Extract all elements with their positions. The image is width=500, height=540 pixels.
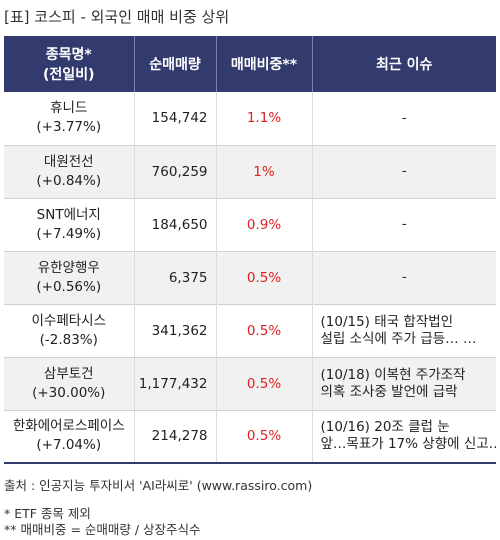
net-volume: 154,742 <box>134 92 217 145</box>
stock-cell: 휴니드 (+3.77%) <box>4 92 135 145</box>
recent-issue: - <box>312 250 496 304</box>
table-row: 대원전선 (+0.84%) 760,259 1% - <box>4 144 496 198</box>
net-volume: 760,259 <box>134 144 217 198</box>
stock-name: 휴니드 <box>50 100 88 117</box>
stock-name: 대원전선 <box>43 153 94 170</box>
recent-issue: (10/15) 태국 합작법인 설립 소식에 주가 급등… … <box>312 303 496 357</box>
stock-name: 유한양행우 <box>37 259 100 276</box>
stock-cell: 대원전선 (+0.84%) <box>4 144 135 198</box>
net-volume: 341,362 <box>134 303 217 357</box>
recent-issue: - <box>312 197 496 251</box>
header-stock-name: 종목명* (전일비) <box>4 36 135 92</box>
price-change: (+0.56%) <box>36 278 102 295</box>
price-change: (+7.49%) <box>36 225 102 242</box>
header-recent-issue: 최근 이슈 <box>312 36 496 92</box>
issue-line: - <box>401 109 407 126</box>
issue-line: 설립 소식에 주가 급등… … <box>320 330 477 347</box>
issue-line: 의혹 조사중 발언에 급락 <box>320 383 458 400</box>
footnote-etf: * ETF 종목 제외 <box>4 506 91 521</box>
footnote-ratio: ** 매매비중 = 순매매량 / 상장주식수 <box>4 522 201 537</box>
table-row: 삼부토건 (+30.00%) 1,177,432 0.5% (10/18) 이복현 주가… <box>4 356 496 410</box>
trade-ratio: 0.5% <box>216 356 313 410</box>
recent-issue: (10/18) 이복현 주가조작 의혹 조사중 발언에 급락 <box>312 356 496 410</box>
trade-ratio: 0.5% <box>216 303 313 357</box>
price-change: (+30.00%) <box>32 384 106 401</box>
issue-line: - <box>401 163 407 179</box>
header-change-label: (전일비) <box>43 67 95 83</box>
foreign-trading-table: 종목명* (전일비) 순매매량 매매비중** 최근 이슈 휴니드 (+3.77%)… <box>4 36 496 464</box>
price-change: (+0.84%) <box>36 172 102 189</box>
table-row: SNT에너지 (+7.49%) 184,650 0.9% - <box>4 197 496 251</box>
trade-ratio: 1.1% <box>216 92 313 145</box>
header-trade-ratio: 매매비중** <box>216 36 313 92</box>
table-title: [표] 코스피 - 외국인 매매 비중 상위 <box>4 8 230 26</box>
stock-cell: 이수페타시스 (-2.83%) <box>4 303 135 357</box>
issue-line: - <box>401 216 407 232</box>
net-volume: 184,650 <box>134 197 217 251</box>
net-volume: 6,375 <box>134 250 217 304</box>
table-row: 이수페타시스 (-2.83%) 341,362 0.5% (10/15) 태국 합작법인… <box>4 303 496 357</box>
price-change: (+7.04%) <box>36 437 102 454</box>
stock-cell: 유한양행우 (+0.56%) <box>4 250 135 304</box>
issue-line: - <box>401 269 407 285</box>
trade-ratio: 1% <box>216 144 313 198</box>
issue-line: (10/15) 태국 합작법인 <box>320 313 454 330</box>
trade-ratio: 0.9% <box>216 197 313 251</box>
table-header-row: 종목명* (전일비) 순매매량 매매비중** 최근 이슈 <box>4 36 496 92</box>
table-row: 휴니드 (+3.77%) 154,742 1.1% - <box>4 92 496 145</box>
trade-ratio: 0.5% <box>216 409 313 463</box>
stock-name: SNT에너지 <box>36 206 101 223</box>
header-net-volume: 순매매량 <box>134 36 217 92</box>
stock-name: 이수페타시스 <box>31 312 107 329</box>
net-volume: 1,177,432 <box>134 356 217 410</box>
table-row: 한화에어로스페이스 (+7.04%) 214,278 0.5% (10/16) 20조 … <box>4 409 497 463</box>
stock-cell: 삼부토건 (+30.00%) <box>4 356 135 410</box>
recent-issue: (10/16) 20조 클럽 눈 앞…목표가 17% 상향에 신고… <box>312 409 497 463</box>
net-volume: 214,278 <box>134 409 217 463</box>
source-note: 출처 : 인공지능 투자비서 'AI라씨로' (www.rassiro.com) <box>4 478 313 493</box>
stock-cell: 한화에어로스페이스 (+7.04%) <box>4 409 135 463</box>
price-change: (+3.77%) <box>36 119 102 136</box>
table-row: 유한양행우 (+0.56%) 6,375 0.5% - <box>4 250 496 304</box>
header-stock-name-label: 종목명* <box>45 47 92 63</box>
issue-line: (10/16) 20조 클럽 눈 <box>320 419 450 436</box>
stock-name: 삼부토건 <box>43 365 94 382</box>
issue-line: (10/18) 이복현 주가조작 <box>320 366 466 383</box>
trade-ratio: 0.5% <box>216 250 313 304</box>
price-change: (-2.83%) <box>39 331 98 348</box>
recent-issue: - <box>312 144 496 198</box>
stock-cell: SNT에너지 (+7.49%) <box>4 197 135 251</box>
issue-line: 앞…목표가 17% 상향에 신고… <box>320 436 497 453</box>
stock-name: 한화에어로스페이스 <box>12 418 125 435</box>
recent-issue: - <box>312 92 496 145</box>
